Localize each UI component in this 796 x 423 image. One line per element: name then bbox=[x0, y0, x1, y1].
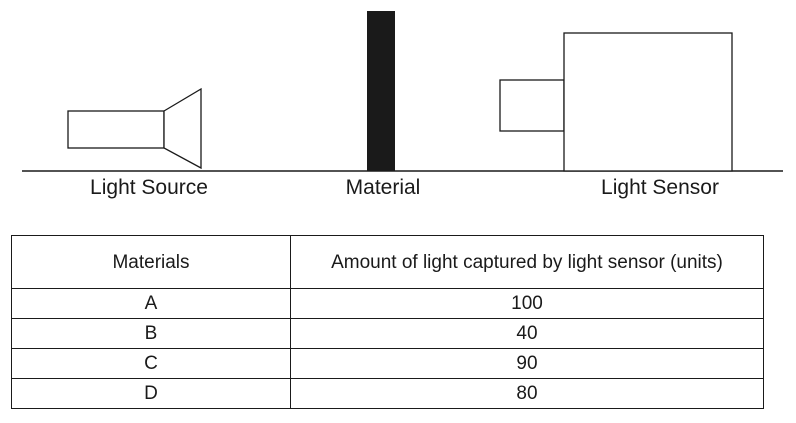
flashlight-head bbox=[163, 87, 202, 170]
cell-material: B bbox=[11, 318, 291, 349]
light-source-label: Light Source bbox=[90, 176, 208, 199]
cell-material: C bbox=[11, 348, 291, 379]
header-materials: Materials bbox=[11, 235, 291, 289]
header-amount: Amount of light captured by light sensor… bbox=[289, 235, 765, 289]
sensor-lens bbox=[499, 79, 565, 132]
results-table: Materials Amount of light captured by li… bbox=[11, 235, 765, 409]
cell-amount: 80 bbox=[289, 378, 765, 409]
table-row: C 90 bbox=[11, 348, 765, 379]
light-sensor-label: Light Sensor bbox=[601, 176, 719, 199]
cell-amount: 100 bbox=[289, 288, 765, 319]
flashlight-icon bbox=[67, 87, 202, 170]
table-row: A 100 bbox=[11, 288, 765, 319]
material-barrier bbox=[367, 11, 395, 171]
sensor-body bbox=[563, 32, 733, 172]
cell-amount: 40 bbox=[289, 318, 765, 349]
cell-material: A bbox=[11, 288, 291, 319]
table-header-row: Materials Amount of light captured by li… bbox=[11, 235, 765, 289]
light-sensor-icon bbox=[499, 32, 733, 172]
table-row: D 80 bbox=[11, 378, 765, 409]
experiment-diagram bbox=[22, 11, 783, 172]
flashlight-body bbox=[67, 110, 165, 149]
material-label: Material bbox=[345, 176, 421, 199]
cell-amount: 90 bbox=[289, 348, 765, 379]
table-row: B 40 bbox=[11, 318, 765, 349]
cell-material: D bbox=[11, 378, 291, 409]
